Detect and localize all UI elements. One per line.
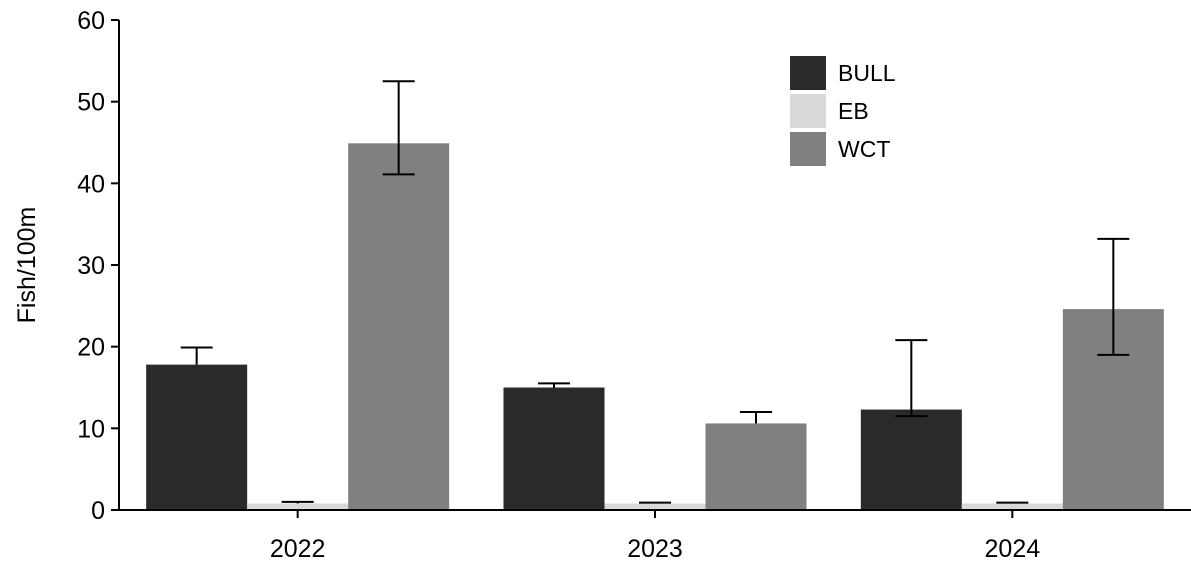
y-tick-label: 50 (77, 89, 105, 117)
bar-wct-2023 (705, 423, 807, 510)
y-tick-label: 20 (77, 334, 105, 362)
error-bar-bull-2024 (895, 339, 928, 418)
legend-swatch-wct (790, 132, 826, 166)
y-tick-label: 10 (77, 415, 105, 443)
bars-layer (146, 143, 1164, 511)
legend-label-wct: WCT (838, 136, 890, 162)
y-axis-title: Fish/100m (13, 207, 41, 324)
bar-bull-2024 (860, 409, 962, 510)
bar-eb-2023 (604, 503, 706, 510)
legend-label-eb: EB (838, 98, 869, 124)
y-tick-label: 0 (91, 497, 105, 525)
error-bar-wct-2022 (382, 80, 415, 176)
legend: BULL EB WCT (790, 56, 896, 166)
y-tick-label: 40 (77, 170, 105, 198)
x-tick-label: 2023 (627, 535, 683, 562)
bar-bull-2022 (146, 364, 248, 510)
y-tick-label: 30 (77, 252, 105, 280)
bar-eb-2024 (961, 503, 1063, 510)
x-tick-label: 2022 (270, 535, 326, 562)
error-bar-bull-2023 (538, 382, 570, 388)
legend-swatch-eb (790, 94, 826, 128)
y-tick-label: 60 (77, 7, 105, 35)
error-bar-eb-2023 (639, 501, 671, 504)
bar-bull-2023 (503, 387, 605, 510)
error-bar-eb-2022 (281, 500, 314, 504)
error-bar-bull-2022 (180, 346, 213, 365)
error-bars-layer (180, 80, 1130, 504)
axes-layer: 0 10 20 30 40 50 60 2022 2023 2024 (77, 7, 1191, 562)
error-bar-wct-2024 (1097, 237, 1130, 356)
bar-eb-2022 (247, 503, 349, 510)
x-tick-label: 2024 (985, 535, 1041, 562)
legend-swatch-bull (790, 56, 826, 90)
error-bar-wct-2023 (740, 411, 772, 424)
error-bar-eb-2024 (996, 501, 1029, 504)
legend-label-bull: BULL (838, 60, 896, 86)
bar-wct-2022 (348, 143, 450, 511)
